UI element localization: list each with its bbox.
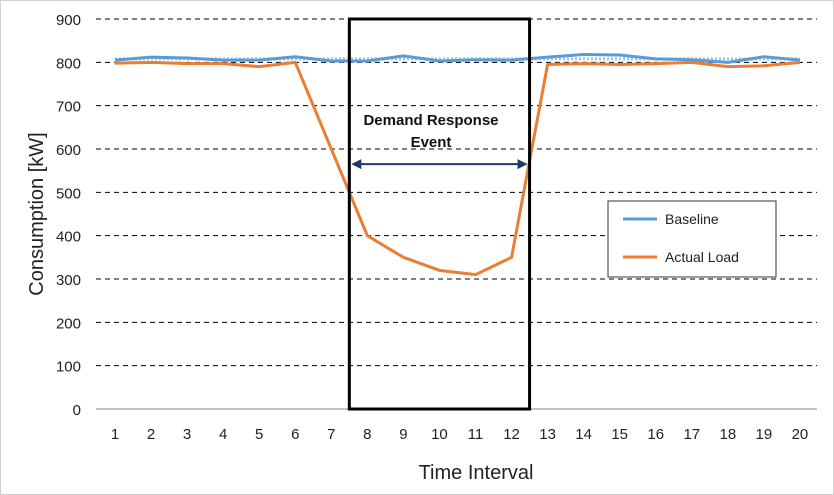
legend-label-baseline: Baseline: [665, 211, 719, 227]
x-tick-label: 4: [219, 426, 227, 443]
x-tick-label: 14: [575, 426, 592, 443]
y-tick-label: 100: [56, 359, 81, 376]
y-tick-label: 700: [56, 99, 81, 116]
x-tick-label: 6: [291, 426, 299, 443]
x-axis-title: Time Interval: [419, 462, 534, 484]
x-tick-label: 8: [363, 426, 371, 443]
y-tick-label: 300: [56, 272, 81, 289]
legend: Baseline Actual Load: [607, 200, 777, 278]
x-tick-label: 20: [792, 426, 809, 443]
x-tick-label: 13: [539, 426, 556, 443]
x-tick-label: 16: [647, 426, 664, 443]
arrow-left-icon: [351, 159, 362, 170]
y-tick-label: 200: [56, 315, 81, 332]
arrow-right-icon: [517, 159, 528, 170]
y-tick-label: 0: [73, 402, 81, 419]
y-tick-label: 800: [56, 55, 81, 72]
x-tick-label: 3: [183, 426, 191, 443]
x-tick-label: 10: [431, 426, 448, 443]
x-tick-label: 12: [503, 426, 520, 443]
legend-label-actual-load: Actual Load: [665, 249, 739, 265]
series-line-baseline: [114, 53, 801, 64]
x-tick-label: 2: [147, 426, 155, 443]
x-tick-label: 17: [683, 426, 700, 443]
y-tick-label: 400: [56, 229, 81, 246]
event-label-line2: Event: [411, 134, 452, 151]
x-tick-label: 18: [720, 426, 737, 443]
y-tick-label: 600: [56, 142, 81, 159]
x-tick-label: 5: [255, 426, 263, 443]
x-tick-label: 15: [611, 426, 628, 443]
series-line-actual-load: [114, 60, 801, 277]
x-tick-label: 11: [468, 426, 484, 443]
y-axis-title: Consumption [kW]: [26, 132, 48, 295]
y-tick-label: 500: [56, 185, 81, 202]
y-tick-label: 900: [56, 12, 81, 29]
x-tick-label: 7: [327, 426, 335, 443]
legend-box: [607, 200, 777, 278]
event-label-line1: Demand Response: [363, 112, 498, 129]
x-tick-label: 1: [111, 426, 119, 443]
event-box: [347, 17, 532, 411]
x-tick-label: 19: [756, 426, 773, 443]
x-tick-label: 9: [399, 426, 407, 443]
